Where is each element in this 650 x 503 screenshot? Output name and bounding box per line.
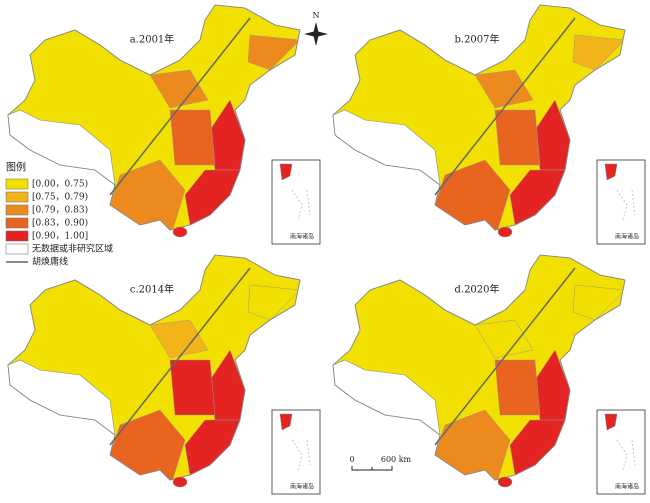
- inset-label: 南海诸岛: [615, 483, 639, 491]
- country-outline-stroke: [332, 254, 626, 481]
- legend-label: [0.83，0.90): [32, 218, 88, 229]
- legend-swatch: [5, 204, 29, 216]
- hainan: [497, 226, 513, 238]
- inset-label: 南海诸岛: [290, 483, 314, 491]
- inset-coast: [604, 413, 618, 431]
- legend-swatch: [5, 191, 29, 203]
- panel-title: d.2020年: [454, 283, 499, 296]
- province-group: [474, 69, 534, 109]
- inset-islands: [616, 189, 636, 221]
- inset-frame: [596, 159, 646, 245]
- inset-coast: [604, 163, 618, 181]
- panel-title: a.2001年: [130, 33, 175, 46]
- regions: [434, 284, 625, 480]
- scale-end: 600 km: [381, 455, 412, 464]
- inset-islands: [616, 439, 636, 471]
- inset: 南海诸岛: [271, 409, 321, 495]
- country-outline-stroke: [7, 254, 301, 481]
- province-group: [149, 319, 209, 359]
- province-group: [474, 319, 534, 359]
- inset-frame: [271, 159, 321, 245]
- inset-label: 南海诸岛: [290, 233, 314, 241]
- inset-frame: [596, 409, 646, 495]
- legend-label: [0.00，0.75): [32, 179, 88, 190]
- hu-line: [434, 17, 576, 196]
- inset-frame: [271, 409, 321, 495]
- legend-title: 图例: [6, 161, 26, 174]
- legend-label: 胡焕庸线: [32, 256, 68, 268]
- panel-title: b.2007年: [454, 33, 499, 46]
- province-group: [169, 359, 216, 416]
- regions: [109, 34, 300, 230]
- legend-swatch: [5, 243, 29, 255]
- north-label: N: [313, 11, 320, 20]
- legend-swatch: [5, 230, 29, 242]
- hainan: [172, 226, 188, 238]
- legend-label: [0.79，0.83): [32, 205, 88, 216]
- inset-islands: [291, 189, 311, 221]
- legend-label: 无数据或非研究区域: [32, 243, 113, 255]
- scale-start: 0: [349, 455, 354, 464]
- inset: 南海诸岛: [271, 159, 321, 245]
- inset: 南海诸岛: [596, 159, 646, 245]
- province-group: [494, 109, 541, 166]
- hainan: [497, 476, 513, 488]
- legend: 图例 [0.00，0.75) [0.75，0.79) [0.79，0.83) [0.83…: [5, 161, 113, 268]
- north-arrow: N: [304, 11, 328, 46]
- legend-label: [0.90，1.00]: [32, 232, 88, 242]
- hu-line: [434, 267, 576, 446]
- hainan: [172, 476, 188, 488]
- inset: 南海诸岛: [596, 409, 646, 495]
- inset-coast: [279, 163, 293, 181]
- legend-swatch: [5, 178, 29, 190]
- province-group: [149, 69, 209, 109]
- legend-swatch: [5, 217, 29, 229]
- inset-islands: [291, 439, 311, 471]
- province-group: [169, 109, 216, 166]
- regions: [109, 284, 300, 480]
- inset-label: 南海诸岛: [615, 233, 639, 241]
- hu-line: [109, 17, 251, 196]
- country-outline-stroke: [7, 4, 301, 231]
- scale-bar: 0 600 km: [349, 455, 412, 471]
- province-group: [494, 359, 541, 416]
- inset-coast: [279, 413, 293, 431]
- country-outline-stroke: [332, 4, 626, 231]
- panel-title: c.2014年: [130, 283, 174, 296]
- legend-label: [0.75，0.79): [32, 192, 88, 203]
- hu-line: [109, 267, 251, 446]
